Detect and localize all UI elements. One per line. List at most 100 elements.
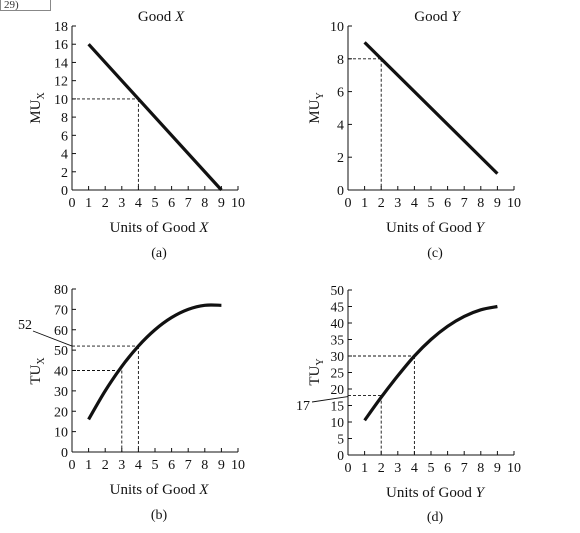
y-axis-label: MUX bbox=[28, 92, 47, 124]
x-tick-label: 4 bbox=[411, 461, 418, 476]
x-axis-label: Units of Good Y bbox=[386, 220, 486, 236]
y-tick-label: 0 bbox=[61, 446, 68, 461]
y-tick-label: 12 bbox=[54, 75, 68, 90]
x-tick-label: 9 bbox=[494, 461, 501, 476]
x-axis-label: Units of Good Y bbox=[386, 485, 486, 501]
x-tick-label: 10 bbox=[231, 458, 245, 473]
x-tick-label: 10 bbox=[231, 196, 245, 211]
y-tick-label: 35 bbox=[331, 333, 345, 348]
x-tick-label: 7 bbox=[461, 196, 468, 211]
x-tick-label: 0 bbox=[69, 196, 76, 211]
y-tick-label: 0 bbox=[61, 184, 68, 199]
x-tick-label: 8 bbox=[201, 458, 208, 473]
panel-caption: (b) bbox=[151, 508, 168, 523]
chart-title: Good Y bbox=[414, 9, 461, 25]
y-tick-label: 15 bbox=[331, 399, 345, 414]
x-tick-label: 4 bbox=[135, 458, 142, 473]
callout-leader bbox=[311, 396, 349, 403]
series-line bbox=[363, 304, 498, 422]
x-axis-label: Units of Good X bbox=[110, 220, 210, 236]
panel-caption: (a) bbox=[151, 246, 167, 261]
x-tick-label: 9 bbox=[218, 196, 225, 211]
y-tick-label: 20 bbox=[331, 382, 345, 397]
x-tick-label: 5 bbox=[152, 458, 159, 473]
x-tick-label: 1 bbox=[85, 196, 92, 211]
y-tick-label: 6 bbox=[337, 86, 344, 101]
y-tick-label: 30 bbox=[331, 349, 345, 364]
x-tick-label: 2 bbox=[102, 196, 109, 211]
x-tick-label: 2 bbox=[378, 196, 385, 211]
y-tick-label: 10 bbox=[54, 426, 68, 441]
x-tick-label: 10 bbox=[507, 461, 521, 476]
x-tick-label: 2 bbox=[378, 461, 385, 476]
x-tick-label: 5 bbox=[428, 461, 435, 476]
y-tick-label: 80 bbox=[54, 283, 68, 298]
corner-tag: 29) bbox=[0, 0, 51, 11]
x-tick-label: 6 bbox=[168, 458, 175, 473]
x-tick-label: 8 bbox=[477, 196, 484, 211]
series-line bbox=[87, 303, 222, 421]
x-tick-label: 3 bbox=[118, 196, 125, 211]
y-tick-label: 50 bbox=[54, 344, 68, 359]
y-tick-label: 40 bbox=[331, 316, 345, 331]
y-tick-label: 14 bbox=[54, 56, 68, 71]
y-tick-label: 25 bbox=[331, 366, 345, 381]
x-tick-label: 7 bbox=[185, 196, 192, 211]
y-axis-label: TUX bbox=[28, 357, 47, 385]
x-axis-label: Units of Good X bbox=[110, 482, 210, 498]
x-tick-label: 6 bbox=[168, 196, 175, 211]
x-tick-label: 9 bbox=[218, 458, 225, 473]
y-tick-label: 4 bbox=[61, 148, 68, 163]
x-tick-label: 1 bbox=[85, 458, 92, 473]
chart-title: Good X bbox=[138, 9, 185, 25]
y-tick-label: 10 bbox=[54, 93, 68, 108]
series-line bbox=[87, 43, 223, 192]
x-tick-label: 8 bbox=[201, 196, 208, 211]
panel-caption: (d) bbox=[427, 510, 444, 525]
y-tick-label: 8 bbox=[337, 53, 344, 68]
x-tick-label: 0 bbox=[345, 461, 352, 476]
x-tick-label: 7 bbox=[461, 461, 468, 476]
y-tick-label: 70 bbox=[54, 303, 68, 318]
x-tick-label: 0 bbox=[345, 196, 352, 211]
y-tick-label: 18 bbox=[54, 20, 68, 35]
y-tick-label: 5 bbox=[337, 432, 344, 447]
callout-leader bbox=[32, 330, 73, 347]
y-tick-label: 10 bbox=[331, 415, 345, 430]
y-tick-label: 0 bbox=[337, 184, 344, 199]
x-tick-label: 7 bbox=[185, 458, 192, 473]
y-tick-label: 2 bbox=[61, 166, 68, 181]
y-tick-label: 10 bbox=[330, 20, 344, 35]
x-tick-label: 4 bbox=[135, 196, 142, 211]
x-tick-label: 6 bbox=[444, 461, 451, 476]
x-tick-label: 6 bbox=[444, 196, 451, 211]
y-tick-label: 45 bbox=[331, 300, 345, 315]
panel-caption: (c) bbox=[427, 246, 443, 261]
x-tick-label: 3 bbox=[394, 196, 401, 211]
y-tick-label: 8 bbox=[61, 111, 68, 126]
y-tick-label: 30 bbox=[54, 385, 68, 400]
x-tick-label: 2 bbox=[102, 458, 109, 473]
x-tick-label: 1 bbox=[361, 196, 368, 211]
callout-label: 17 bbox=[296, 399, 310, 414]
y-tick-label: 2 bbox=[337, 151, 344, 166]
x-tick-label: 10 bbox=[507, 196, 521, 211]
x-tick-label: 5 bbox=[428, 196, 435, 211]
x-tick-label: 9 bbox=[494, 196, 501, 211]
y-axis-label: MUY bbox=[307, 92, 326, 123]
y-tick-label: 50 bbox=[331, 283, 345, 298]
y-tick-label: 6 bbox=[61, 129, 68, 144]
x-tick-label: 8 bbox=[477, 461, 484, 476]
y-axis-label: TUY bbox=[307, 358, 326, 385]
x-tick-label: 3 bbox=[394, 461, 401, 476]
callout-label: 52 bbox=[18, 318, 32, 333]
x-tick-label: 3 bbox=[118, 458, 125, 473]
y-tick-label: 16 bbox=[54, 38, 68, 53]
x-tick-label: 0 bbox=[69, 458, 76, 473]
y-tick-label: 60 bbox=[54, 324, 68, 339]
